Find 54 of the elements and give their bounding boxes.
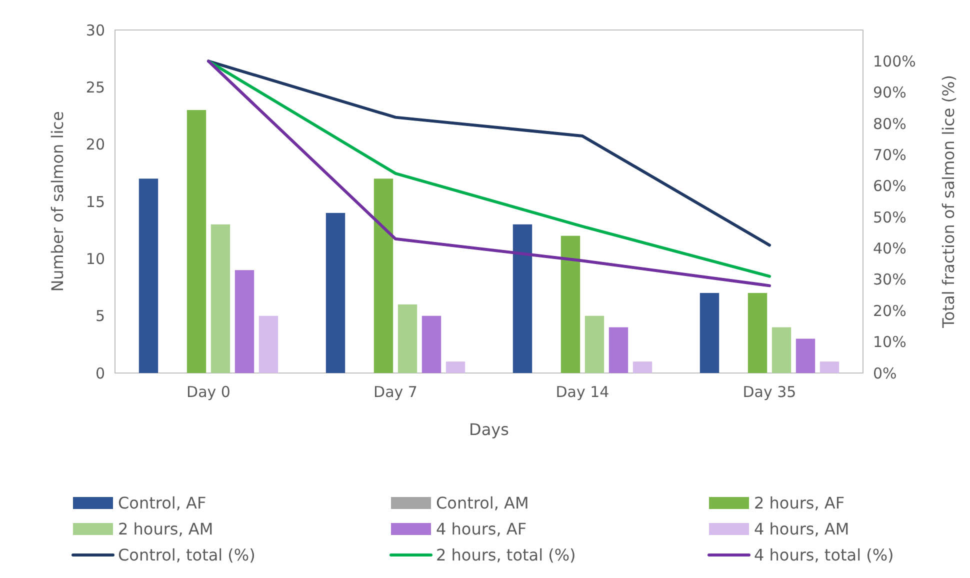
y2-tick-label: 100% (873, 52, 916, 70)
bar (234, 270, 254, 373)
legend-label: 4 hours, AF (436, 520, 527, 539)
bar (258, 316, 278, 373)
legend-label: Control, total (%) (118, 546, 256, 565)
legend-label: 4 hours, AM (754, 520, 850, 539)
y-tick-label: 5 (95, 307, 105, 326)
y2-tick-label: 50% (873, 208, 906, 226)
y-tick-label: 20 (86, 136, 105, 154)
y-tick-label: 25 (86, 78, 105, 96)
y-tick-label: 10 (86, 250, 105, 268)
bar (512, 224, 532, 373)
y2-tick-label: 70% (873, 146, 906, 164)
y2-tick-label: 20% (873, 302, 906, 320)
bar (584, 316, 604, 373)
x-axis-title: Days (469, 420, 509, 439)
bar (186, 110, 206, 373)
bar (210, 224, 230, 373)
bar (820, 362, 840, 373)
y-axis-title: Number of salmon lice (48, 111, 67, 292)
y2-tick-label: 40% (873, 240, 906, 258)
legend-label: Control, AF (118, 494, 206, 513)
bar (700, 292, 720, 373)
legend-label: Control, AM (436, 494, 529, 513)
legend-label: 2 hours, total (%) (436, 546, 576, 565)
legend-label: 4 hours, total (%) (754, 546, 894, 565)
legend-label: 2 hours, AF (754, 494, 845, 513)
x-tick-label: Day 35 (742, 383, 796, 401)
y-tick-label: 0 (95, 364, 105, 382)
bar (326, 212, 346, 373)
bar (632, 362, 652, 373)
y-tick-label: 15 (86, 192, 105, 211)
y2-tick-label: 10% (873, 333, 906, 352)
bar (560, 236, 580, 373)
x-tick-label: Day 14 (556, 383, 610, 401)
x-tick-label: Day 7 (374, 383, 418, 401)
bar (398, 304, 418, 373)
bar (796, 338, 816, 373)
bar (374, 178, 394, 373)
bar (772, 327, 792, 373)
y2-tick-label: 30% (873, 270, 906, 289)
y2-tick-label: 60% (873, 177, 906, 196)
y2-tick-label: 0% (873, 364, 897, 382)
x-tick-label: Day 0 (186, 383, 230, 401)
bar (608, 327, 628, 373)
legend-label: 2 hours, AM (118, 520, 214, 539)
y2-tick-label: 80% (873, 114, 906, 133)
bar (446, 362, 466, 373)
y2-axis-title: Total fraction of salmon lice (%) (939, 75, 958, 329)
bar (748, 292, 768, 373)
y2-tick-label: 90% (873, 84, 906, 102)
bar (422, 316, 442, 373)
y-tick-label: 30 (86, 21, 105, 40)
bar (138, 178, 158, 373)
